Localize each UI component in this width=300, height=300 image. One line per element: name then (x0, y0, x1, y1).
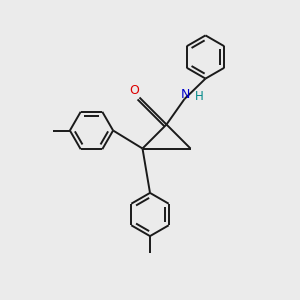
Text: N: N (180, 88, 190, 101)
Text: H: H (194, 89, 203, 103)
Text: O: O (129, 84, 139, 98)
